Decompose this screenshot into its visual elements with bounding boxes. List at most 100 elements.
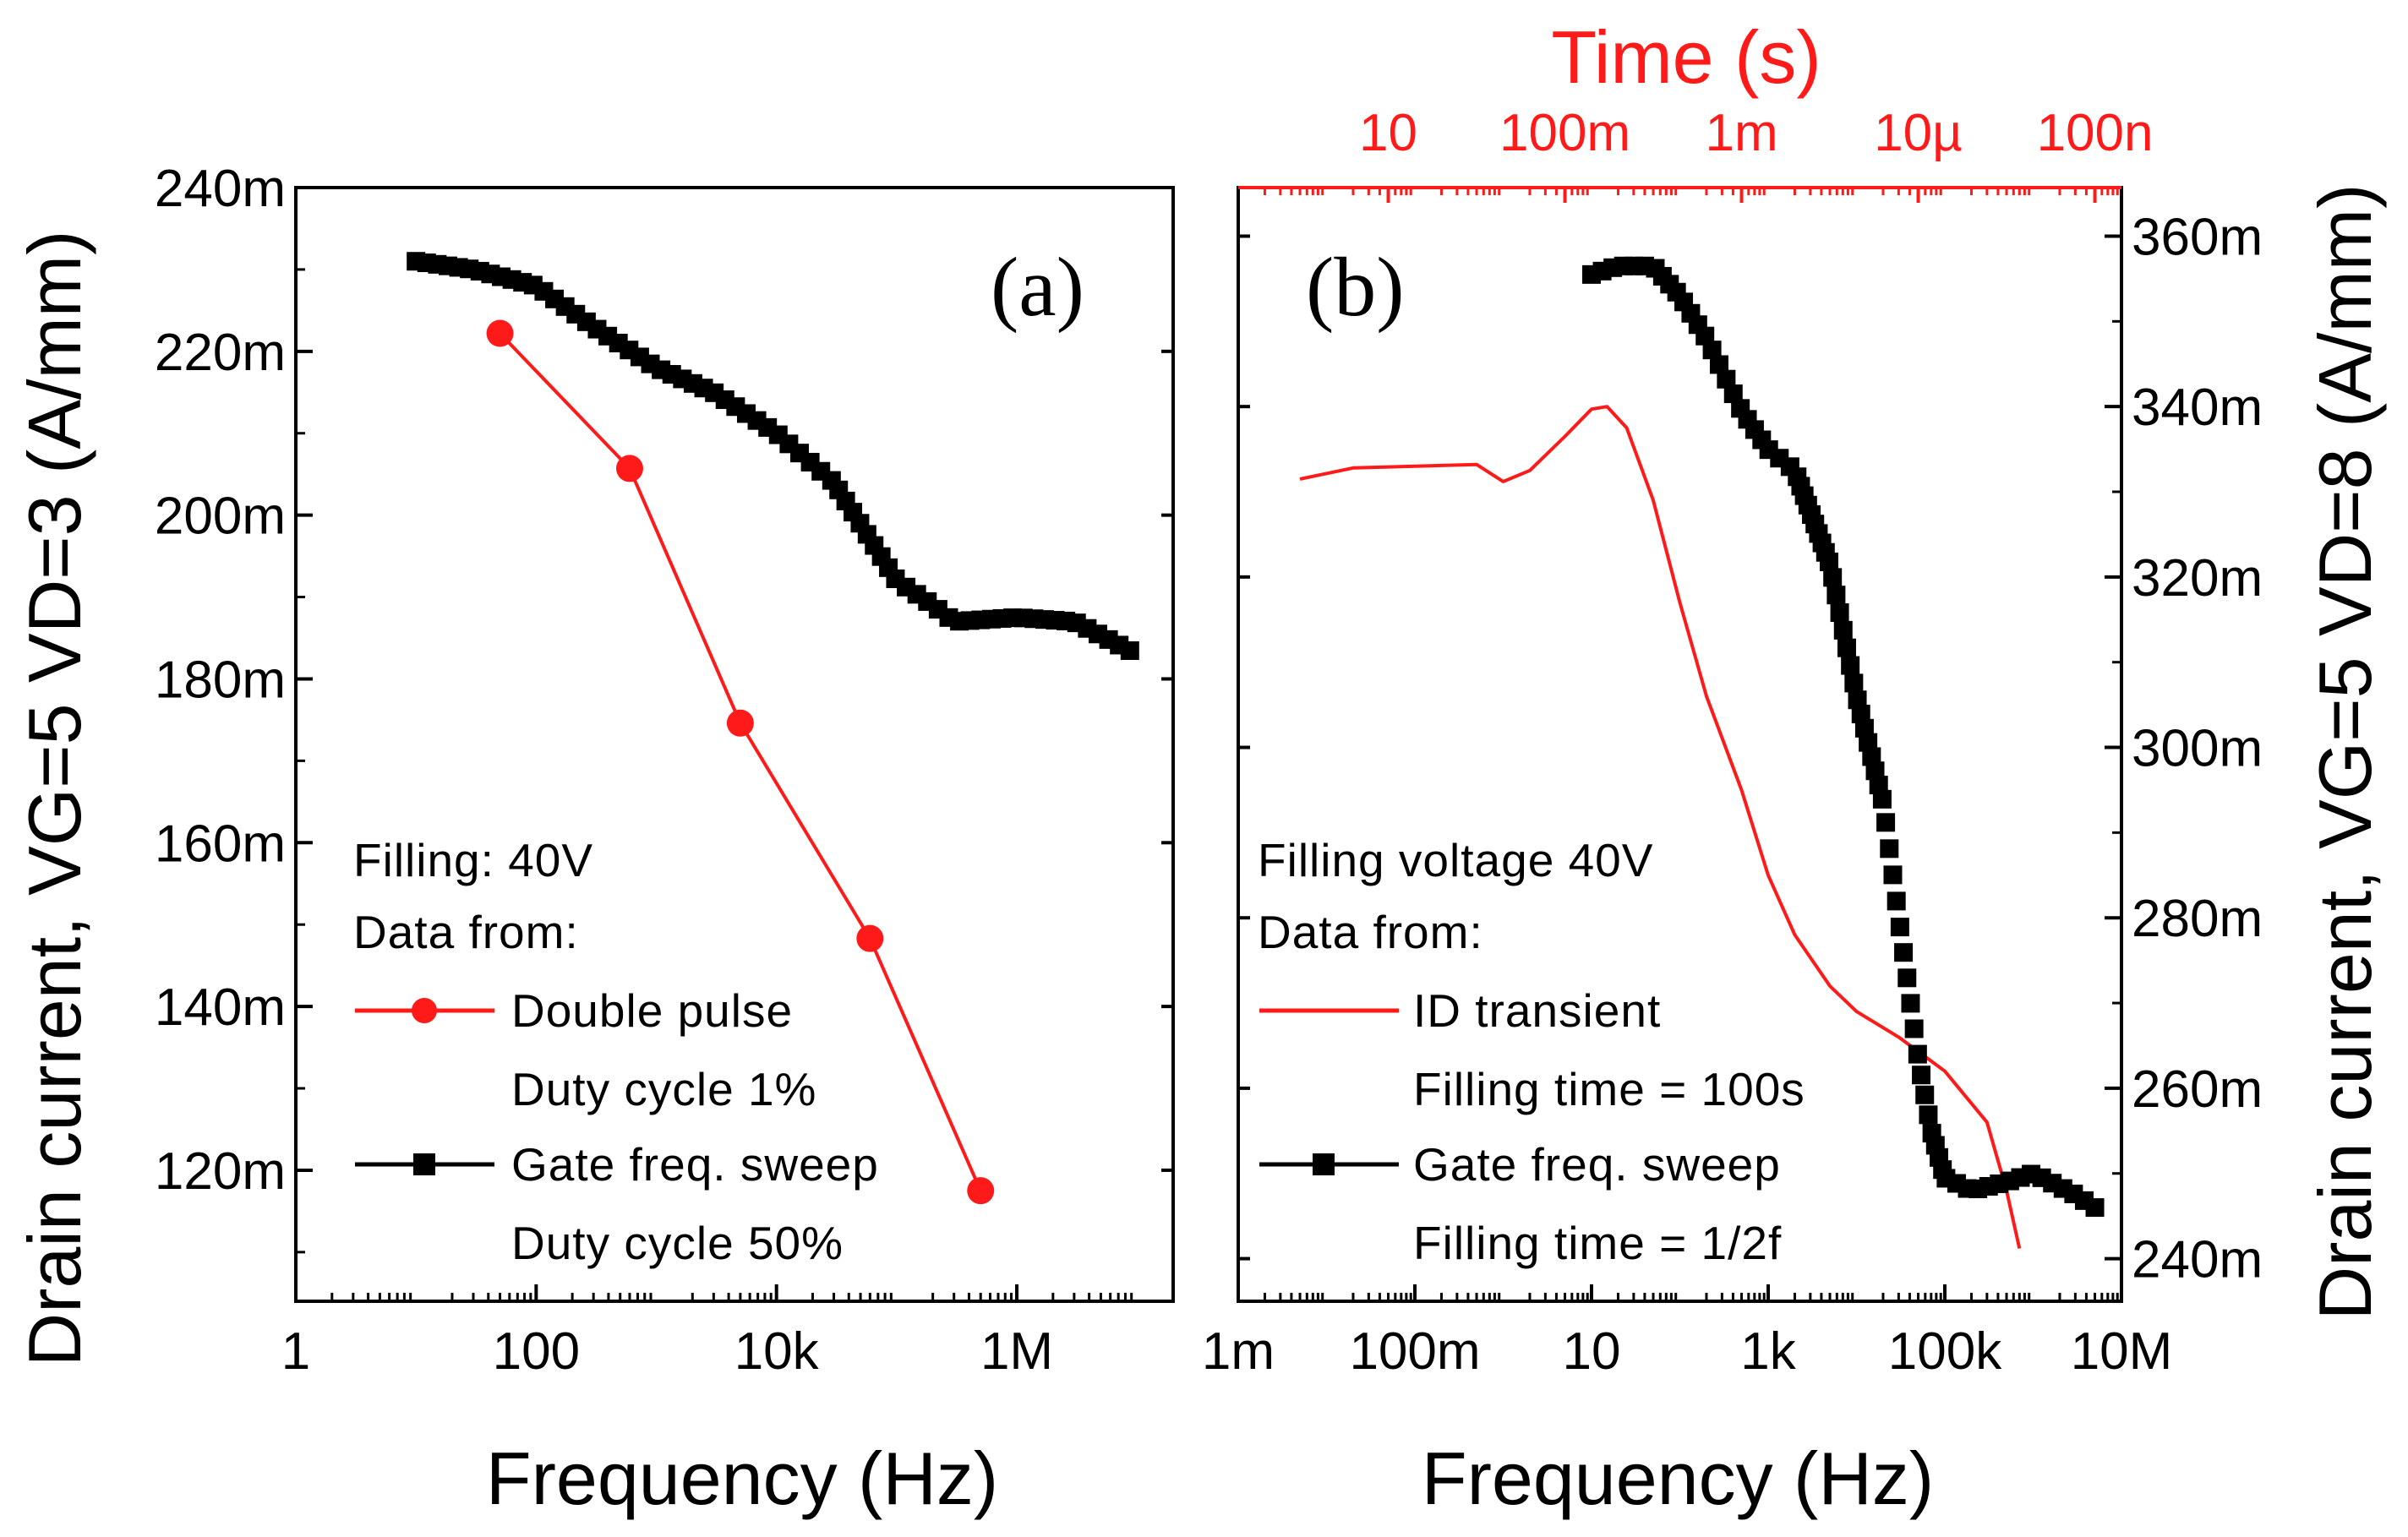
panel-a-frame [294, 186, 1175, 1303]
data-point [1717, 369, 1736, 389]
y-tick-label: 340m [2132, 379, 2263, 437]
x-tick-label: 1k [1740, 1322, 1796, 1381]
panel-b-legend: Filling voltage 40V Data from: ID transi… [1258, 834, 1805, 1269]
data-point [967, 1177, 995, 1205]
data-point [1904, 1019, 1924, 1038]
panel-b-y-axis-title: Drain current, VG=5 VD=8 (A/mm) [2303, 184, 2387, 1321]
y-tick-label: 280m [2132, 890, 2263, 948]
legend-a-sublabel-gate-sweep: Duty cycle 50% [511, 1217, 844, 1269]
legend-b-sublabel-gate-sweep: Filling time = 1/2f [1413, 1217, 1782, 1269]
y-tick-label: 320m [2132, 549, 2263, 608]
legend-b-header-0: Filling voltage 40V [1258, 834, 1653, 886]
top-tick-label: 10 [1359, 104, 1417, 162]
panel-a-legend: Filling: 40V Data from: Double pulse Dut… [353, 834, 879, 1269]
y-tick-label: 140m [155, 978, 286, 1037]
legend-a-marker-double-pulse [412, 998, 437, 1023]
data-point [1837, 638, 1856, 657]
legend-b-marker-gate-sweep [1313, 1153, 1335, 1175]
y-tick-label: 200m [155, 488, 286, 546]
top-tick-label: 1m [1705, 104, 1777, 162]
legend-a-marker-gate-sweep [413, 1153, 435, 1175]
series-gate-freq-sweep [407, 252, 1139, 661]
series-id-transient-line [1299, 405, 2022, 1249]
data-point [1848, 690, 1867, 710]
data-point [1915, 1085, 1935, 1104]
data-point [1897, 968, 1917, 988]
panel-b-label: (b) [1306, 240, 1405, 334]
data-point [2085, 1198, 2105, 1218]
legend-a-label-double-pulse: Double pulse [511, 984, 793, 1037]
data-point [1883, 865, 1903, 885]
data-point [1841, 656, 1860, 675]
x-tick-label: 10k [734, 1322, 820, 1381]
data-point [1702, 341, 1722, 360]
panel-a-y-axis-title: Drain current, VG=5 VD=3 (A/mm) [13, 231, 96, 1367]
y-tick-label: 240m [2132, 1231, 2263, 1289]
data-point [615, 455, 643, 482]
data-point [1901, 994, 1920, 1013]
y-tick-label: 300m [2132, 720, 2263, 778]
legend-b-header-1: Data from: [1258, 906, 1483, 958]
y-tick-label: 360m [2132, 208, 2263, 266]
data-point [1887, 891, 1906, 911]
y-tick-label: 260m [2132, 1060, 2263, 1119]
data-point [1859, 733, 1878, 752]
top-tick-label: 100m [1499, 104, 1630, 162]
data-point [1908, 1044, 1927, 1064]
data-point [1819, 552, 1838, 571]
legend-a-header-0: Filling: 40V [353, 834, 593, 886]
legend-a-label-gate-sweep: Gate freq. sweep [511, 1138, 879, 1191]
y-tick-label: 160m [155, 815, 286, 873]
legend-b-label-gate-sweep: Gate freq. sweep [1413, 1138, 1781, 1191]
y-tick-label: 240m [155, 160, 286, 218]
data-point [1723, 384, 1743, 404]
x-tick-label: 100 [493, 1322, 580, 1381]
y-tick-label: 120m [155, 1142, 286, 1201]
data-point [1919, 1105, 1938, 1125]
x-tick-label: 1M [980, 1322, 1053, 1381]
panel-a: 1 100 10k 1M 120m 140m 160m 180m 200m 220m 240m (a… [13, 160, 1175, 1520]
data-point [1823, 568, 1843, 587]
data-point [1865, 761, 1885, 781]
data-point [1862, 747, 1881, 766]
data-point [1833, 620, 1853, 640]
data-point [1844, 673, 1864, 693]
data-point [1912, 1066, 1931, 1085]
x-tick-label: 10M [2071, 1322, 2173, 1381]
data-point [1826, 586, 1846, 605]
data-point [1120, 641, 1139, 661]
panel-b-top-axis-title: Time (s) [1551, 15, 1821, 99]
legend-a-header-1: Data from: [353, 906, 579, 958]
panel-b: 1m 100m 10 1k 100k 10M 240m 260m 280m 300m 320m 340… [1202, 15, 2387, 1520]
legend-b-label-id-transient: ID transient [1413, 984, 1661, 1037]
data-point [1880, 839, 1899, 858]
legend-a-sublabel-double-pulse: Duty cycle 1% [511, 1063, 816, 1115]
x-tick-label: 1m [1202, 1322, 1275, 1381]
data-point [1851, 705, 1870, 724]
panel-a-x-axis-title: Frequency (Hz) [486, 1436, 998, 1520]
series-double-pulse-line [499, 332, 983, 1192]
data-point [486, 319, 514, 347]
x-tick-label: 100m [1349, 1322, 1480, 1381]
top-tick-label: 100n [2037, 104, 2154, 162]
data-point [1709, 355, 1728, 374]
data-point [726, 709, 754, 737]
data-point [1869, 776, 1888, 795]
panel-b-x-axis-title: Frequency (Hz) [1422, 1436, 1934, 1520]
data-point [856, 924, 884, 952]
data-point [1872, 789, 1892, 809]
data-point [1890, 918, 1909, 937]
x-tick-label: 1 [281, 1322, 310, 1381]
data-point [1894, 943, 1914, 962]
data-point [1830, 603, 1849, 623]
series-gate-freq-sweep [1582, 256, 2105, 1218]
data-point [1876, 813, 1896, 832]
x-tick-label: 100k [1888, 1322, 2002, 1381]
panel-a-label: (a) [991, 240, 1084, 334]
legend-b-sublabel-id-transient: Filling time = 100s [1413, 1063, 1805, 1115]
x-tick-label: 10 [1563, 1322, 1621, 1381]
y-tick-label: 180m [155, 651, 286, 709]
data-point [1854, 718, 1874, 738]
top-tick-label: 10µ [1874, 104, 1963, 162]
